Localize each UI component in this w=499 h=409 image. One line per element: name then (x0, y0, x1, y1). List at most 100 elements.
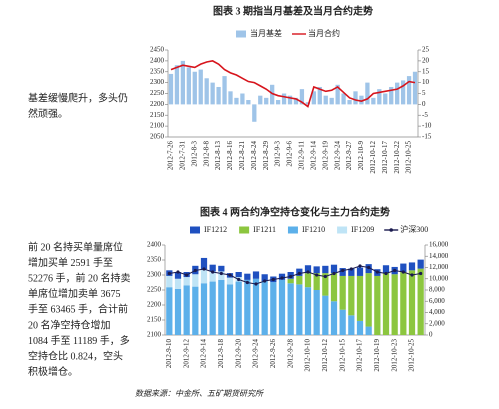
bar (200, 269, 208, 284)
bar (281, 93, 287, 105)
bar (209, 271, 216, 282)
bar (341, 93, 346, 105)
line-marker (332, 271, 336, 276)
line-marker (323, 274, 327, 279)
x-tick-label: 2012-8-13 (214, 141, 222, 171)
y-tick-label: 2350 (150, 67, 165, 75)
bar (339, 275, 346, 310)
bar (311, 91, 316, 105)
source-note: 数据来源：中金所、五矿期货研究所 (135, 389, 265, 398)
paragraph-line: 前 20 名持买单量席位 (28, 240, 123, 253)
chart-title: 图表 4 两合约净空持仓变化与主力合约走势 (200, 205, 390, 218)
y2-tick-label: 14,000 (429, 252, 449, 260)
y-tick-label: 2300 (147, 271, 162, 279)
bar (400, 80, 406, 105)
paragraph-line: 空持仓比 0.824，空头 (28, 349, 123, 362)
x-tick-label: 2012-9-6 (286, 141, 294, 167)
bar (296, 275, 303, 285)
bar (322, 295, 329, 335)
bar (216, 86, 221, 105)
bar (348, 275, 355, 316)
x-tick-label: 2012-9-12 (182, 339, 190, 369)
y-tick-label: 2050 (150, 133, 165, 141)
y-tick-label: 2350 (147, 256, 162, 264)
bar (322, 265, 329, 274)
y-tick-label: 2250 (147, 286, 162, 294)
bar (209, 264, 216, 272)
line-marker (237, 277, 241, 282)
line-marker (401, 270, 405, 274)
bar (382, 273, 390, 335)
bar (417, 259, 424, 269)
y-tick-label: 2450 (150, 46, 165, 54)
bar (408, 270, 416, 335)
bar (389, 86, 394, 105)
paragraph-line: 然顽强。 (28, 107, 68, 120)
line-marker (315, 273, 319, 277)
line-marker (219, 271, 223, 276)
bar (371, 97, 376, 105)
bar (400, 263, 407, 272)
bar (293, 97, 299, 105)
x-tick-label: 2012-9-28 (286, 339, 294, 369)
y-tick-label: 2200 (147, 301, 162, 309)
y-tick-label: 2400 (147, 241, 162, 249)
line-marker (254, 282, 258, 286)
bar (275, 100, 281, 105)
bar (244, 273, 251, 280)
bar (330, 264, 338, 274)
bar (304, 287, 312, 335)
y2-tick-label: 10,000 (429, 274, 449, 282)
x-tick-label: 2012-10-9 (357, 141, 365, 171)
bar (258, 95, 263, 105)
y2-tick-label: 12,000 (429, 263, 449, 271)
bar (356, 275, 364, 321)
bar (218, 279, 225, 335)
bar (192, 274, 199, 287)
bar (287, 278, 294, 284)
line-marker (271, 277, 275, 282)
x-tick-label: 2012-9-3 (274, 141, 282, 167)
y2-tick-label: 2,000 (429, 319, 445, 327)
y2-tick-label: 0 (422, 100, 426, 108)
bar (166, 287, 173, 335)
bar (228, 91, 233, 105)
bar (299, 89, 305, 105)
x-tick-label: 2012-10-22 (393, 141, 401, 174)
paragraph-line: 1084 手至 11189 手，多 (28, 334, 130, 347)
y-tick-label: 2250 (150, 89, 165, 97)
x-tick-label: 2012-9-24 (252, 339, 260, 369)
bar (209, 281, 216, 335)
line-marker (202, 267, 206, 271)
bar (353, 91, 358, 105)
line-marker (349, 267, 353, 271)
paragraph-line: 基差缓慢爬升，多头仍 (28, 91, 128, 104)
legend-swatch (287, 226, 298, 234)
bar (261, 281, 268, 335)
bar (186, 67, 191, 105)
x-tick-label: 2012-10-17 (356, 339, 364, 372)
bar (240, 93, 245, 105)
bar (296, 284, 303, 335)
paragraph-line: 单席位增加卖单 3675 (28, 287, 121, 300)
bar (377, 89, 382, 105)
x-tick-label: 2012-10-17 (381, 141, 389, 174)
bar (323, 95, 328, 105)
bar (174, 272, 182, 279)
y-tick-label: 2200 (150, 100, 165, 108)
bar (339, 309, 346, 335)
bar (348, 268, 355, 276)
bar (198, 69, 203, 105)
x-tick-label: 2012-9-19 (321, 141, 329, 171)
x-tick-label: 2012-9-10 (165, 339, 173, 369)
legend-label: IF1209 (351, 225, 374, 234)
x-tick-label: 2012-8-16 (226, 141, 234, 171)
bar (252, 278, 260, 335)
line-marker (245, 280, 249, 285)
x-tick-label: 2012-9-20 (234, 339, 242, 369)
line-marker (211, 270, 215, 274)
bar (192, 71, 197, 105)
bar (400, 272, 407, 335)
bar (313, 266, 320, 274)
bar (235, 281, 242, 335)
